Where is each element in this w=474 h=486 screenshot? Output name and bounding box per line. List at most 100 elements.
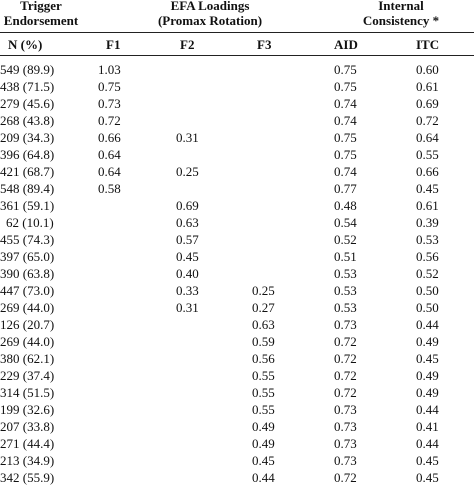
table-row: 361 (59.1) 0.69 0.48 0.61 bbox=[0, 197, 474, 214]
table-row: 438 (71.5) 0.75 0.75 0.61 bbox=[0, 78, 474, 95]
cell-itc: 0.60 bbox=[416, 62, 439, 77]
table-row: 269 (44.0) 0.31 0.27 0.53 0.50 bbox=[0, 299, 474, 316]
cell-aid: 0.73 bbox=[334, 453, 357, 468]
table-row: 314 (51.5) 0.55 0.72 0.49 bbox=[0, 384, 474, 401]
cell-itc: 0.64 bbox=[416, 130, 439, 145]
cell-itc: 0.44 bbox=[416, 402, 439, 417]
cell-aid: 0.48 bbox=[334, 198, 357, 213]
cell-itc: 0.53 bbox=[416, 232, 439, 247]
cell-f3: 0.56 bbox=[252, 351, 275, 366]
table-body: 549 (89.9) 1.03 0.75 0.60 438 (71.5) 0.75 0.75… bbox=[0, 61, 474, 486]
cell-f2: 0.57 bbox=[176, 232, 199, 247]
internal-consistency-header: Internal Consistency * bbox=[346, 0, 456, 28]
table-row: 207 (33.8) 0.49 0.73 0.41 bbox=[0, 418, 474, 435]
cell-f1: 0.66 bbox=[98, 130, 121, 145]
table-row: 269 (44.0) 0.59 0.72 0.49 bbox=[0, 333, 474, 350]
cell-n: 548 (89.4) bbox=[0, 181, 55, 196]
efa-header-line2: (Promax Rotation) bbox=[157, 13, 263, 28]
cell-itc: 0.55 bbox=[416, 147, 439, 162]
cell-itc: 0.52 bbox=[416, 266, 439, 281]
cell-itc: 0.41 bbox=[416, 419, 439, 434]
ic-header-line1: Internal bbox=[378, 0, 424, 13]
cell-aid: 0.51 bbox=[334, 249, 357, 264]
table-row: 455 (74.3) 0.57 0.52 0.53 bbox=[0, 231, 474, 248]
cell-f1: 1.03 bbox=[98, 62, 121, 77]
cell-aid: 0.72 bbox=[334, 351, 357, 366]
table-row: 548 (89.4) 0.58 0.77 0.45 bbox=[0, 180, 474, 197]
cell-f1: 0.64 bbox=[98, 164, 121, 179]
cell-aid: 0.72 bbox=[334, 368, 357, 383]
table-row: 213 (34.9) 0.45 0.73 0.45 bbox=[0, 452, 474, 469]
table-row: 380 (62.1) 0.56 0.72 0.45 bbox=[0, 350, 474, 367]
table-row: 229 (37.4) 0.55 0.72 0.49 bbox=[0, 367, 474, 384]
table-row: 199 (32.6) 0.55 0.73 0.44 bbox=[0, 401, 474, 418]
cell-n: 229 (37.4) bbox=[0, 368, 55, 383]
cell-itc: 0.39 bbox=[416, 215, 439, 230]
cell-n: 421 (68.7) bbox=[0, 164, 55, 179]
cell-itc: 0.45 bbox=[416, 453, 439, 468]
ic-header-line2: Consistency * bbox=[362, 13, 440, 28]
cell-aid: 0.53 bbox=[334, 283, 357, 298]
cell-n: 342 (55.9) bbox=[0, 470, 55, 485]
table-row: 549 (89.9) 1.03 0.75 0.60 bbox=[0, 61, 474, 78]
cell-itc: 0.69 bbox=[416, 96, 439, 111]
cell-f3: 0.63 bbox=[252, 317, 275, 332]
cell-f1: 0.75 bbox=[98, 79, 121, 94]
efa-header-line1: EFA Loadings bbox=[170, 0, 250, 13]
cell-f3: 0.45 bbox=[252, 453, 275, 468]
cell-itc: 0.50 bbox=[416, 283, 439, 298]
cell-n: 213 (34.9) bbox=[0, 453, 55, 468]
table-row: 397 (65.0) 0.45 0.51 0.56 bbox=[0, 248, 474, 265]
cell-itc: 0.72 bbox=[416, 113, 439, 128]
cell-f3: 0.25 bbox=[252, 283, 275, 298]
cell-n: 269 (44.0) bbox=[0, 334, 55, 349]
cell-aid: 0.72 bbox=[334, 385, 357, 400]
cell-aid: 0.77 bbox=[334, 181, 357, 196]
table-row: 421 (68.7) 0.64 0.25 0.74 0.66 bbox=[0, 163, 474, 180]
table-row: 390 (63.8) 0.40 0.53 0.52 bbox=[0, 265, 474, 282]
table-row: 447 (73.0) 0.33 0.25 0.53 0.50 bbox=[0, 282, 474, 299]
cell-f3: 0.27 bbox=[252, 300, 275, 315]
cell-f1: 0.64 bbox=[98, 147, 121, 162]
cell-aid: 0.75 bbox=[334, 147, 357, 162]
cell-f3: 0.55 bbox=[252, 402, 275, 417]
col-f1: F1 bbox=[106, 37, 121, 52]
cell-aid: 0.74 bbox=[334, 164, 357, 179]
cell-n: 199 (32.6) bbox=[0, 402, 55, 417]
cell-itc: 0.66 bbox=[416, 164, 439, 179]
cell-f1: 0.73 bbox=[98, 96, 121, 111]
cell-itc: 0.61 bbox=[416, 79, 439, 94]
cell-n: 390 (63.8) bbox=[0, 266, 55, 281]
cell-itc: 0.56 bbox=[416, 249, 439, 264]
cell-itc: 0.44 bbox=[416, 317, 439, 332]
cell-n: 397 (65.0) bbox=[0, 249, 55, 264]
cell-aid: 0.73 bbox=[334, 402, 357, 417]
trigger-header-line1: Trigger bbox=[20, 0, 62, 13]
cell-aid: 0.53 bbox=[334, 266, 357, 281]
cell-f1: 0.72 bbox=[98, 113, 121, 128]
cell-f2: 0.63 bbox=[176, 215, 199, 230]
cell-f3: 0.55 bbox=[252, 368, 275, 383]
cell-n: 207 (33.8) bbox=[0, 419, 55, 434]
cell-aid: 0.75 bbox=[334, 130, 357, 145]
cell-itc: 0.49 bbox=[416, 334, 439, 349]
cell-f2: 0.31 bbox=[176, 130, 199, 145]
cell-aid: 0.75 bbox=[334, 79, 357, 94]
cell-f3: 0.49 bbox=[252, 419, 275, 434]
cell-itc: 0.45 bbox=[416, 351, 439, 366]
cell-n: 268 (43.8) bbox=[0, 113, 55, 128]
cell-aid: 0.73 bbox=[334, 436, 357, 451]
cell-itc: 0.45 bbox=[416, 181, 439, 196]
cell-f1: 0.58 bbox=[98, 181, 121, 196]
cell-f3: 0.59 bbox=[252, 334, 275, 349]
cell-n: 269 (44.0) bbox=[0, 300, 55, 315]
efa-loadings-header: EFA Loadings (Promax Rotation) bbox=[140, 0, 280, 28]
table-row: 126 (20.7) 0.63 0.73 0.44 bbox=[0, 316, 474, 333]
col-itc: ITC bbox=[416, 37, 440, 52]
cell-itc: 0.49 bbox=[416, 368, 439, 383]
cell-f3: 0.44 bbox=[252, 470, 275, 485]
table-row: 396 (64.8) 0.64 0.75 0.55 bbox=[0, 146, 474, 163]
cell-itc: 0.61 bbox=[416, 198, 439, 213]
table-row: 62 (10.1) 0.63 0.54 0.39 bbox=[0, 214, 474, 231]
